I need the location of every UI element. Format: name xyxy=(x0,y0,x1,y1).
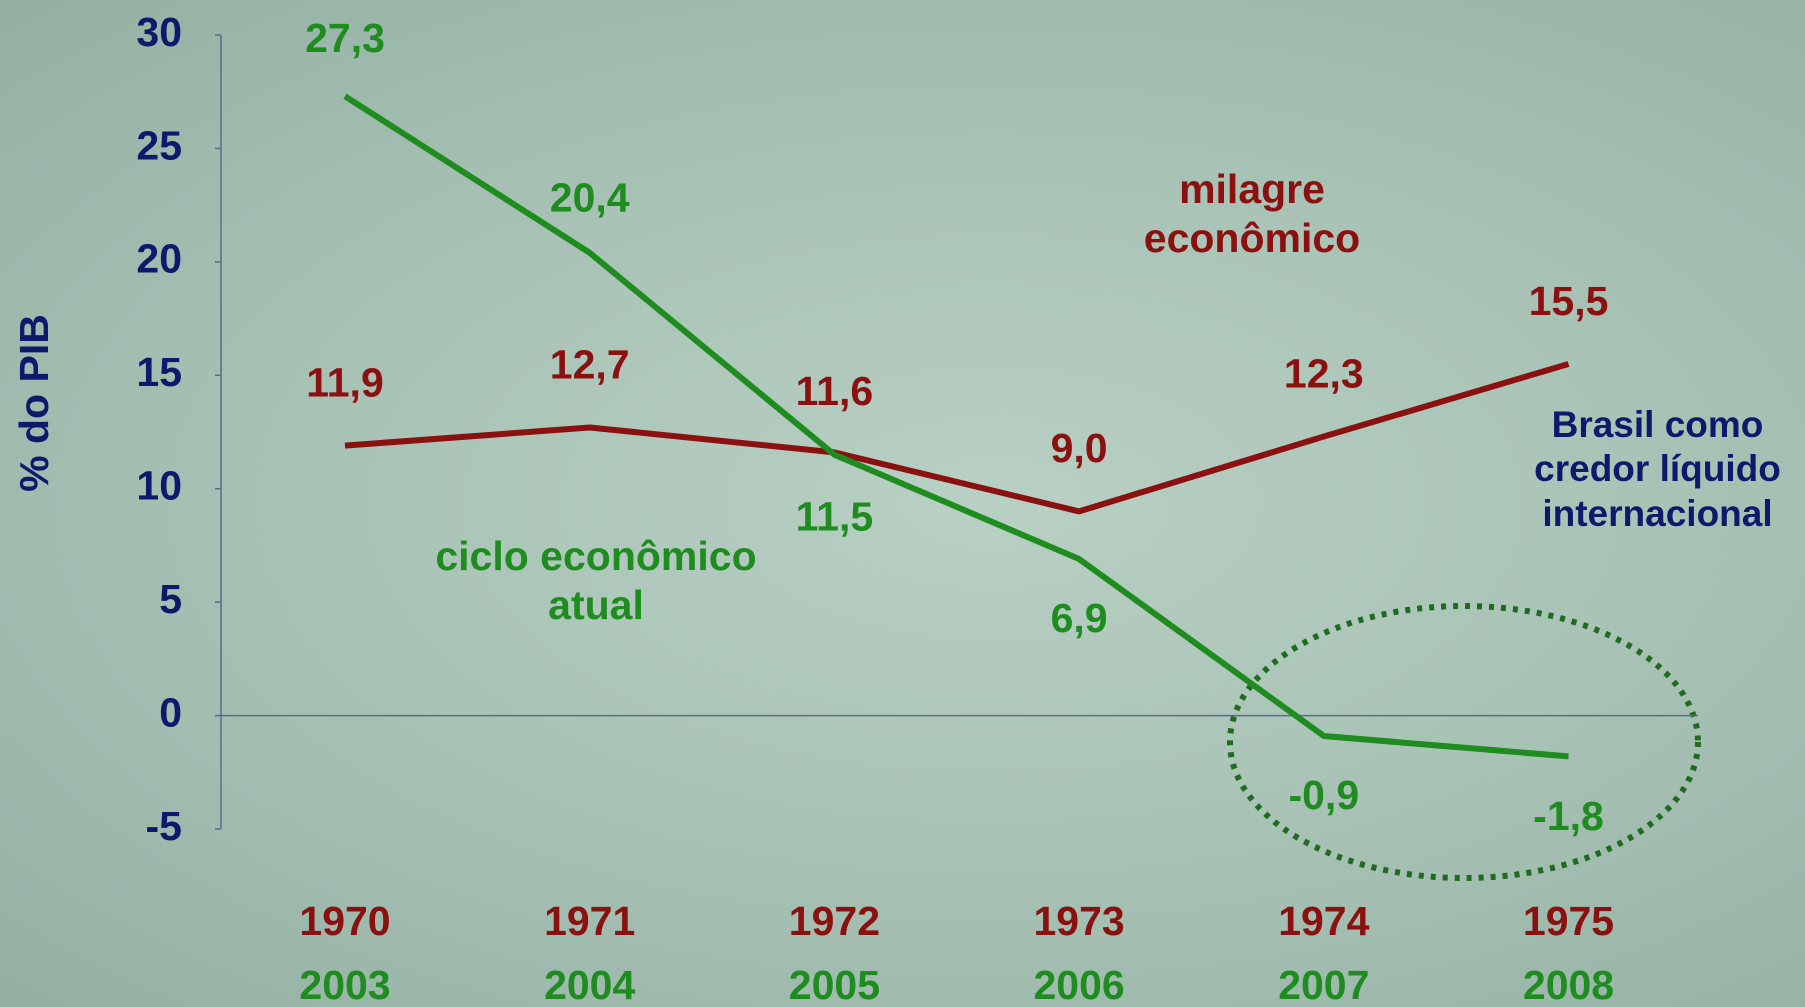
annotation: Brasil como credor líquido internacional xyxy=(1505,403,1805,536)
series-label: ciclo econômico atual xyxy=(396,532,796,630)
x-tick-label: 1975 xyxy=(1523,898,1614,944)
slide: % do PIB -5 0 5 10 15 20 25 30 1970 2003 1971 2004 1… xyxy=(0,0,1805,1007)
data-label: 11,5 xyxy=(796,494,874,540)
x-tick-label: 2003 xyxy=(299,962,390,1007)
x-tick-label: 1974 xyxy=(1278,898,1369,944)
x-tick-label: 2008 xyxy=(1523,962,1614,1007)
y-axis-label: % do PIB xyxy=(11,314,57,492)
data-label: -0,9 xyxy=(1288,772,1359,818)
data-label: 11,6 xyxy=(796,368,874,414)
y-tick-label: 10 xyxy=(136,463,182,509)
y-tick-label: 0 xyxy=(159,689,182,735)
x-tick-label: 2005 xyxy=(789,962,880,1007)
y-tick-label: 5 xyxy=(159,576,182,622)
data-label: 27,3 xyxy=(305,15,385,61)
line xyxy=(345,364,1569,511)
x-tick-label: 1971 xyxy=(544,898,635,944)
x-tick-label: 1970 xyxy=(299,898,390,944)
x-tick-label: 2004 xyxy=(544,962,635,1007)
data-label: 9,0 xyxy=(1051,425,1108,471)
data-label: 15,5 xyxy=(1529,278,1609,324)
x-tick-label: 1972 xyxy=(789,898,880,944)
data-label: 6,9 xyxy=(1051,595,1108,641)
series-label: milagre econômico xyxy=(1102,165,1402,263)
y-tick-label: 25 xyxy=(136,122,182,168)
y-tick-label: -5 xyxy=(146,803,182,849)
highlight-ellipse xyxy=(1230,606,1698,878)
x-tick-label: 2007 xyxy=(1278,962,1369,1007)
y-tick-label: 15 xyxy=(136,349,182,395)
y-tick-label: 20 xyxy=(136,236,182,282)
x-tick-label: 1973 xyxy=(1033,898,1124,944)
x-tick-label: 2006 xyxy=(1033,962,1124,1007)
data-label: 12,3 xyxy=(1284,350,1364,396)
data-label: 11,9 xyxy=(306,359,384,405)
y-tick-label: 30 xyxy=(136,9,182,55)
data-label: 12,7 xyxy=(550,341,630,387)
data-label: 20,4 xyxy=(550,175,630,221)
data-label: -1,8 xyxy=(1533,793,1604,839)
